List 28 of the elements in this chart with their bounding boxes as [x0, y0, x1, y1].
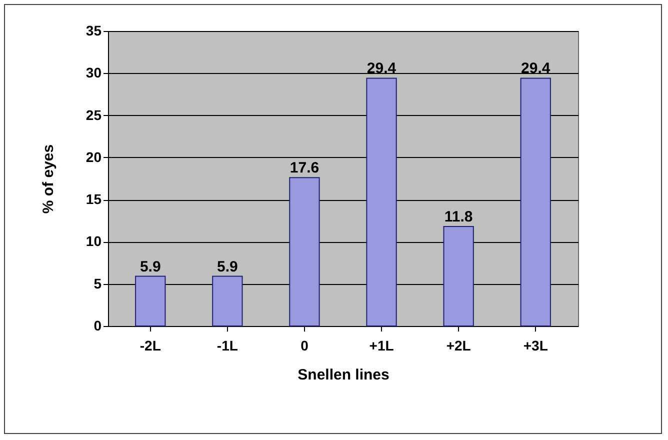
bar — [443, 226, 474, 326]
x-axis-title: Snellen lines — [298, 366, 390, 384]
x-tick-label: +2L — [446, 338, 472, 354]
bar — [520, 78, 551, 326]
bar — [212, 276, 243, 326]
x-tick-label: -2L — [140, 338, 162, 354]
y-tick-label: 35 — [86, 22, 102, 38]
data-label: 5.9 — [140, 258, 161, 276]
data-label: 29.4 — [521, 60, 551, 78]
x-tick-label: +1L — [369, 338, 394, 354]
y-tick-label: 25 — [86, 106, 102, 123]
x-tick-label: +3L — [523, 338, 548, 354]
y-tick-label: 5 — [94, 275, 102, 292]
y-tick-label: 15 — [86, 191, 102, 208]
y-tick-label: 0 — [94, 318, 102, 334]
data-label: 29.4 — [366, 60, 397, 78]
bar — [366, 78, 397, 326]
x-tick-label: -1L — [216, 338, 238, 354]
data-label: 17.6 — [290, 160, 320, 177]
x-tick-label: 0 — [300, 338, 309, 354]
y-tick-label: 30 — [86, 64, 102, 81]
data-label: 11.8 — [444, 208, 473, 226]
y-tick-label: 20 — [86, 148, 102, 165]
bar — [135, 276, 166, 326]
y-tick-label: 10 — [86, 233, 102, 250]
bar — [289, 177, 320, 326]
y-axis-title: % of eyes — [40, 144, 57, 214]
data-label: 5.9 — [216, 258, 238, 276]
